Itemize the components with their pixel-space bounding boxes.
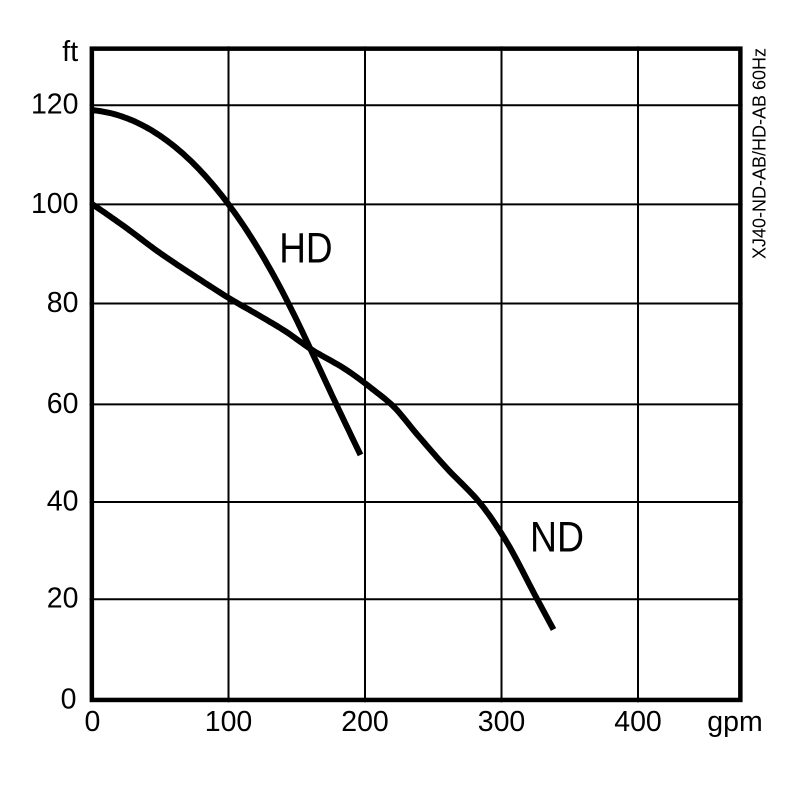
svg-text:100: 100	[205, 706, 253, 738]
svg-text:HD: HD	[279, 225, 332, 272]
svg-text:ft: ft	[62, 36, 78, 68]
svg-text:0: 0	[84, 706, 100, 738]
svg-text:40: 40	[47, 485, 79, 517]
svg-text:0: 0	[61, 683, 77, 715]
svg-text:XJ40-ND-AB/HD-AB 60Hz: XJ40-ND-AB/HD-AB 60Hz	[750, 48, 770, 259]
svg-text:300: 300	[478, 706, 526, 738]
svg-text:100: 100	[31, 188, 79, 220]
svg-text:400: 400	[614, 706, 662, 738]
svg-text:80: 80	[47, 287, 79, 319]
svg-text:200: 200	[341, 706, 389, 738]
svg-text:60: 60	[47, 388, 79, 420]
svg-text:ND: ND	[530, 514, 584, 561]
svg-text:120: 120	[31, 89, 79, 121]
svg-text:20: 20	[47, 583, 79, 615]
svg-text:gpm: gpm	[707, 706, 762, 738]
